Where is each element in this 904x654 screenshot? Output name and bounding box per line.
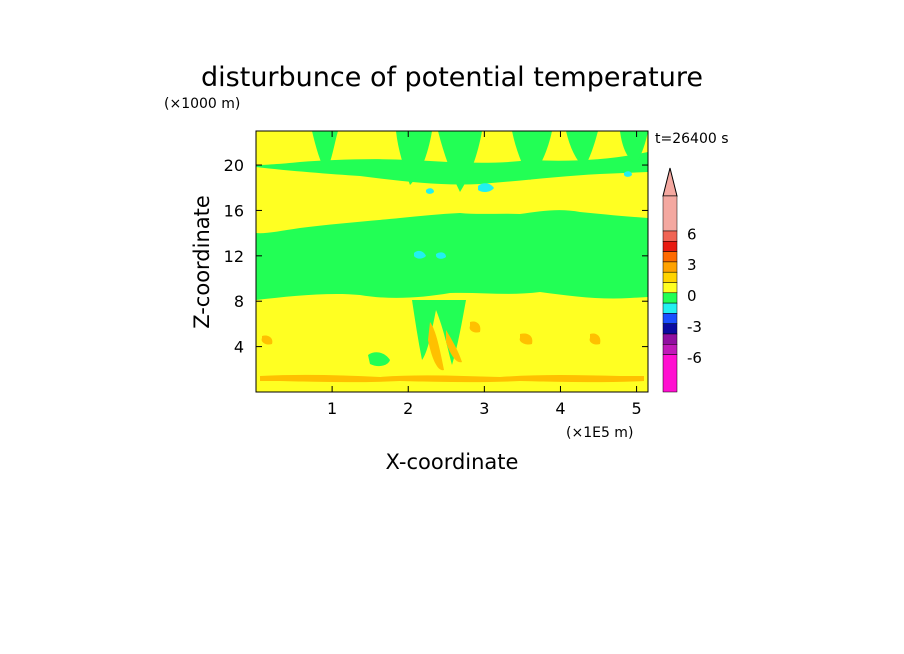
colorbar-block-6 [662,282,678,294]
green-plume-5 [566,131,598,168]
x-tick-label-4: 5 [631,399,641,418]
x-unit-label: (×1E5 m) [566,425,633,441]
colorbar-block-9 [662,313,678,324]
y-unit-label: (×1000 m) [164,96,240,112]
x-tick-label-2: 3 [479,399,489,418]
x-ticks: 1 2 3 4 5 [327,131,642,418]
chart-title: disturbunce of potential temperature [201,62,703,93]
y-tick-label-3: 16 [224,201,244,220]
y-tick-label-4: 20 [224,156,244,175]
y-tick-label-0: 4 [234,338,244,357]
colorbar-block-2 [662,241,678,252]
plot-frame [255,130,649,393]
colorbar: 6 3 0 -3 -6 [662,167,702,393]
orange-patch-2 [446,330,462,363]
colorbar-label-4: -6 [687,349,702,367]
cyan-patch-2 [414,250,426,259]
y-tick-label-1: 8 [234,292,244,311]
green-plume-6 [620,131,648,164]
colorbar-block-0 [662,195,678,232]
y-ticks: 4 8 12 16 20 [224,156,648,357]
colorbar-label-2: 0 [687,287,697,305]
cyan-patch-4 [426,188,434,194]
x-axis-label: X-coordinate [386,450,519,474]
colorbar-block-3 [662,251,678,263]
x-tick-label-1: 2 [403,399,413,418]
colorbar-block-4 [662,261,678,273]
green-band-mid [256,210,648,300]
green-plume-1 [312,131,338,172]
colorbar-block-8 [662,302,678,314]
orange-streak-bottom [260,374,644,383]
colorbar-block-1 [662,230,678,242]
colorbar-block-11 [662,333,678,345]
cyan-patch-1 [478,183,494,193]
green-plume-4 [512,131,552,180]
orange-patch-1 [428,322,444,371]
colorbar-block-5 [662,271,678,283]
cyan-patch-3 [436,252,446,259]
y-tick-label-2: 12 [224,247,244,266]
cyan-patch-5 [624,171,632,177]
colorbar-label-0: 6 [687,225,697,243]
orange-patch-4 [519,333,533,345]
orange-patch-6 [469,321,481,333]
colorbar-block-7 [662,292,678,304]
y-axis-label: Z-coordinate [190,195,214,329]
green-plume-3 [438,131,482,192]
colorbar-label-1: 3 [687,256,697,274]
x-tick-label-0: 1 [327,399,337,418]
colorbar-top-arrow [662,167,678,197]
green-plume-2 [396,131,432,185]
time-label: t=26400 s [655,131,729,147]
colorbar-block-12 [662,344,678,355]
colorbar-block-10 [662,323,678,335]
orange-patch-5 [261,335,273,345]
green-patch-low [368,352,390,367]
colorbar-block-13 [662,354,678,393]
colorbar-label-3: -3 [687,318,702,336]
x-tick-label-3: 4 [555,399,565,418]
orange-patch-3 [589,333,601,345]
